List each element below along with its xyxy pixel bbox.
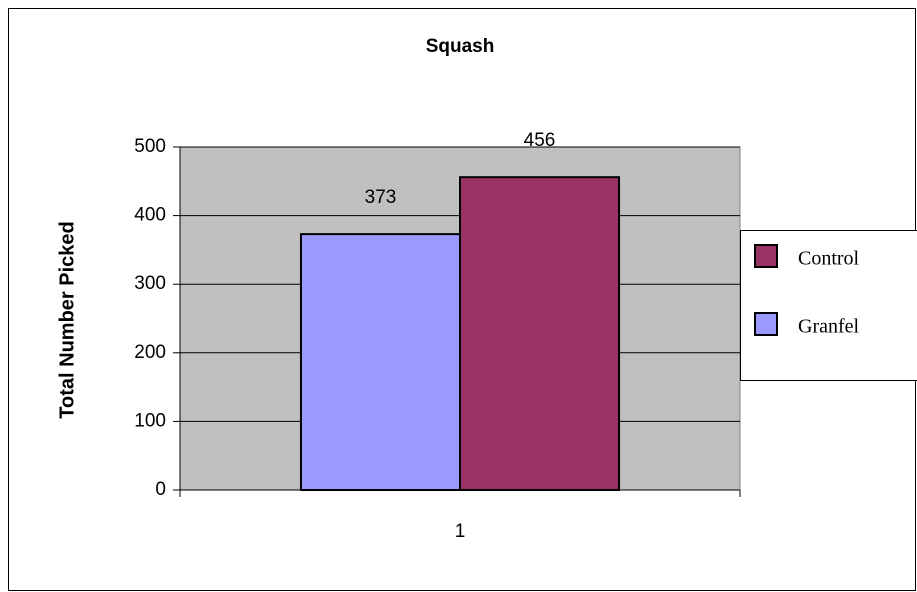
y-tick-label: 0 bbox=[155, 479, 166, 500]
legend-swatch bbox=[754, 244, 778, 268]
y-tick-label: 400 bbox=[134, 205, 166, 226]
value-label: 373 bbox=[365, 187, 397, 208]
legend-swatch bbox=[754, 312, 778, 336]
y-tick-label: 500 bbox=[134, 136, 166, 157]
bar bbox=[459, 176, 621, 492]
chart-title: Squash bbox=[426, 36, 495, 57]
bar bbox=[299, 233, 461, 491]
legend-label: Control bbox=[798, 248, 860, 270]
value-label: 456 bbox=[524, 130, 556, 151]
y-tick-label: 300 bbox=[134, 273, 166, 294]
legend-label: Granfel bbox=[798, 316, 860, 338]
y-tick-label: 100 bbox=[134, 410, 166, 431]
x-tick-label: 1 bbox=[455, 521, 466, 542]
y-tick-label: 200 bbox=[134, 342, 166, 363]
y-axis-title: Total Number Picked bbox=[56, 221, 78, 418]
